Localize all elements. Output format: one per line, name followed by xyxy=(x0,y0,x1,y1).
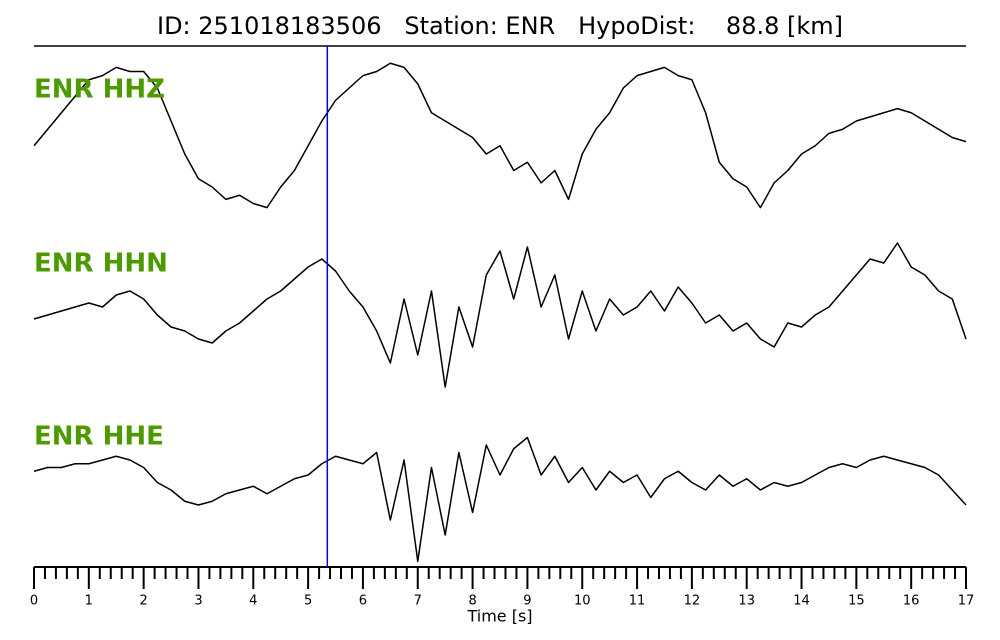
trace xyxy=(33,242,967,388)
x-tick-label: 9 xyxy=(523,594,531,609)
x-tick-label: 11 xyxy=(629,594,646,609)
x-tick-label: 10 xyxy=(574,594,591,609)
trace xyxy=(33,436,967,562)
x-tick-label: 2 xyxy=(140,594,148,609)
trace-label: ENR HHN xyxy=(34,249,168,279)
x-tick-label: 16 xyxy=(903,594,920,609)
trace-label: ENR HHE xyxy=(34,422,164,452)
x-tick-label: 17 xyxy=(958,594,975,609)
x-tick-label: 3 xyxy=(194,594,202,609)
x-tick-label: 7 xyxy=(414,594,422,609)
x-tick-label: 1 xyxy=(85,594,93,609)
x-tick-label: 14 xyxy=(793,594,810,609)
x-tick-label: 15 xyxy=(848,594,865,609)
x-tick-label: 8 xyxy=(468,594,476,609)
x-tick-label: 6 xyxy=(359,594,367,609)
trace-label: ENR HHZ xyxy=(34,75,165,105)
trace xyxy=(33,62,967,209)
x-tick-label: 0 xyxy=(30,594,38,609)
x-tick-label: 12 xyxy=(684,594,701,609)
x-tick-label: 5 xyxy=(304,594,312,609)
chart-title: ID: 251018183506 Station: ENR HypoDist: … xyxy=(157,12,843,40)
x-tick-label: 13 xyxy=(738,594,755,609)
x-axis-label: Time [s] xyxy=(466,607,532,626)
x-tick-label: 4 xyxy=(249,594,257,609)
